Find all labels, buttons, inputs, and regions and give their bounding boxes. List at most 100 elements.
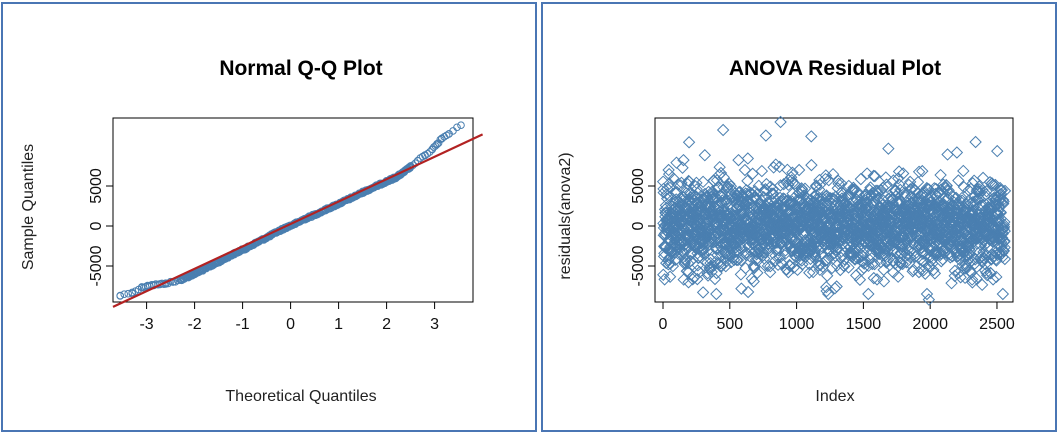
- residual-point: [788, 177, 801, 190]
- residual-point: [993, 239, 1007, 253]
- qq-point: [128, 288, 136, 297]
- residual-point: [998, 252, 1012, 266]
- residual-point: [717, 171, 731, 184]
- residual-point: [767, 187, 780, 200]
- residual-point: [994, 206, 1008, 219]
- residual-point: [789, 233, 802, 247]
- residual-point: [974, 238, 988, 252]
- residual-point: [825, 261, 839, 275]
- residual-point: [678, 238, 692, 251]
- residual-point: [717, 180, 730, 194]
- residual-point: [882, 253, 895, 267]
- residual-point: [792, 163, 806, 177]
- residual-point: [943, 248, 957, 262]
- qq-y-tick-label: 5000: [88, 168, 105, 204]
- residual-x-tick-label: 1000: [779, 316, 815, 333]
- residual-point: [896, 257, 909, 271]
- residual-plot-chart: ANOVA Residual Plot Index residuals(anov…: [557, 57, 1015, 405]
- qq-point: [438, 135, 446, 143]
- residual-point: [741, 285, 755, 299]
- residual-point: [944, 251, 957, 264]
- residual-point: [713, 160, 726, 174]
- residual-point: [741, 152, 755, 165]
- residual-point: [826, 167, 840, 181]
- residual-point: [772, 203, 785, 217]
- residual-point: [870, 273, 884, 286]
- residual-point: [805, 130, 818, 143]
- residual-point: [657, 268, 670, 281]
- qq-x-tick-label: -3: [139, 316, 153, 333]
- residual-point: [682, 276, 695, 289]
- residual-point: [670, 156, 683, 169]
- qq-point: [124, 289, 132, 298]
- residual-point: [771, 258, 785, 272]
- residual-point: [980, 185, 993, 198]
- residual-point: [758, 246, 772, 259]
- residual-x-tick-label: 1500: [846, 316, 882, 333]
- residual-point: [776, 257, 789, 271]
- residual-point: [862, 287, 875, 301]
- residual-point: [671, 246, 684, 260]
- residual-point: [842, 261, 855, 274]
- qq-point: [186, 272, 194, 280]
- residual-point: [981, 269, 994, 282]
- qq-plot-area: -3 -2 -1 0 1 2 3 -5000 0 5000: [88, 117, 484, 333]
- residual-point: [693, 265, 706, 279]
- residual-point: [896, 167, 910, 180]
- residual-point: [912, 165, 926, 179]
- residual-point: [998, 184, 1012, 198]
- residual-point: [746, 167, 759, 180]
- residual-point: [691, 259, 705, 272]
- qq-x-tick-label: 0: [286, 316, 295, 333]
- residual-point: [876, 181, 890, 194]
- qq-x-tick-label: 2: [382, 316, 391, 333]
- residual-point: [730, 253, 743, 267]
- qq-point: [195, 267, 204, 276]
- residual-point: [892, 165, 906, 178]
- residual-point: [747, 275, 760, 288]
- residual-point: [997, 197, 1010, 210]
- residual-point: [662, 163, 675, 177]
- residual-point: [853, 273, 867, 286]
- residual-x-tick-label: 2000: [912, 316, 948, 333]
- residual-point: [775, 195, 788, 208]
- residual-point: [833, 234, 846, 248]
- residual-point: [767, 161, 780, 174]
- residual-point: [990, 270, 1003, 284]
- residual-point: [980, 266, 993, 279]
- residual-point: [738, 163, 752, 177]
- residual-point: [976, 171, 990, 185]
- residual-point: [671, 178, 685, 191]
- residual-point: [820, 269, 834, 282]
- qq-plot-frame: [112, 117, 474, 303]
- residual-point: [998, 234, 1011, 248]
- residual-point: [916, 164, 929, 178]
- residual-point: [755, 233, 768, 246]
- residual-x-tick-label: 500: [716, 316, 743, 333]
- qq-x-tick-label: 3: [430, 316, 439, 333]
- qq-point: [457, 121, 465, 129]
- residual-point: [996, 244, 1010, 258]
- residual-point: [868, 257, 881, 271]
- residual-point: [696, 286, 710, 299]
- residual-point: [904, 183, 917, 196]
- residual-point: [934, 168, 947, 182]
- residual-point: [997, 195, 1010, 208]
- residual-point: [945, 276, 958, 290]
- residual-point: [835, 177, 848, 190]
- residual-point: [658, 273, 671, 286]
- residual-point: [798, 182, 812, 195]
- residual-point: [889, 184, 903, 197]
- residual-point: [760, 184, 773, 197]
- residual-y-tick-label: 5000: [630, 168, 647, 204]
- qq-plot-chart: Normal Q-Q Plot Theoretical Quantiles Sa…: [20, 57, 484, 405]
- residual-point: [849, 269, 863, 282]
- residual-point: [921, 182, 934, 196]
- residual-point: [714, 166, 728, 180]
- residual-point: [774, 115, 787, 129]
- residual-x-axis-label: Index: [815, 388, 854, 405]
- residual-point: [838, 259, 851, 273]
- residual-point: [885, 229, 899, 243]
- residual-point: [929, 182, 943, 196]
- residual-point: [867, 271, 881, 285]
